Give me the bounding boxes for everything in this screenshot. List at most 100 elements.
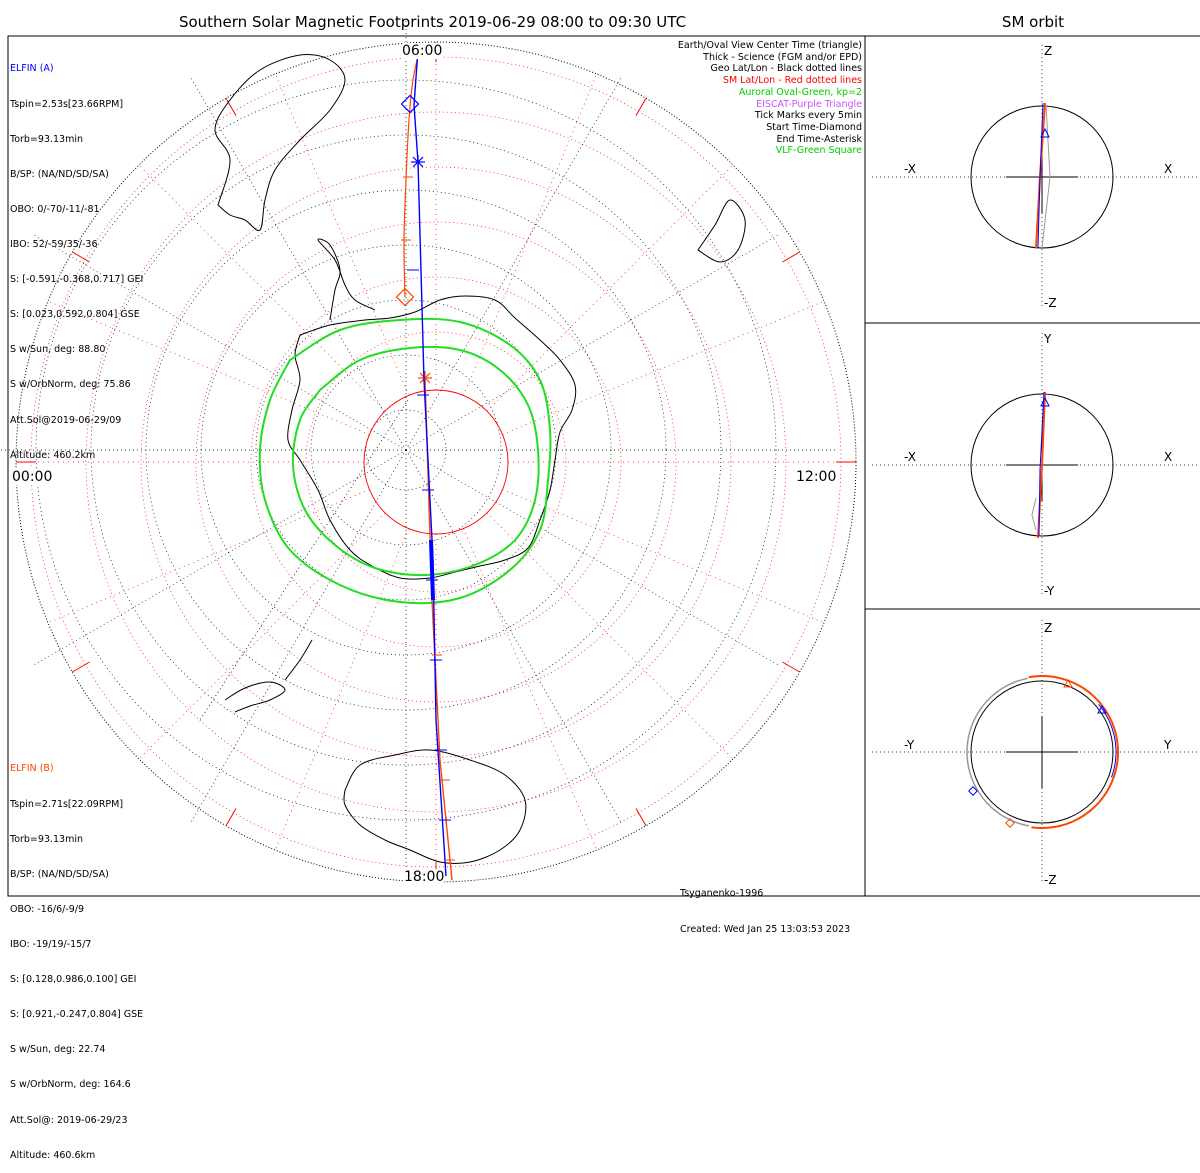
elfin-b-line: B/SP: (NA/ND/SD/SA) <box>10 868 109 880</box>
orbit-panels <box>872 45 1198 884</box>
footprint-figure <box>0 20 1200 897</box>
sm-tick <box>782 661 800 673</box>
elfin-a-line: B/SP: (NA/ND/SD/SA) <box>10 168 109 180</box>
elfin-b-line: OBO: -16/6/-9/9 <box>10 903 85 915</box>
geo-latitude-circle <box>310 354 502 546</box>
elfin-a-start-diamond <box>400 94 420 114</box>
sm-latitude-circle <box>305 331 567 593</box>
sm-meridian <box>138 164 386 412</box>
sm-meridian <box>138 512 386 760</box>
panel3-label-bottom: -Z <box>1044 873 1057 887</box>
p3-orbit-b <box>1028 675 1119 829</box>
elfin-a-line: IBO: 52/-59/35/-36 <box>10 238 98 250</box>
p3-orbit-a <box>1098 704 1117 778</box>
polar-map <box>0 20 857 883</box>
p2-triangle <box>1040 396 1050 407</box>
elfin-a-line: Altitude: 460.2km <box>10 449 96 461</box>
elfin-a-end-asterisk <box>411 155 425 169</box>
elfin-b-line: Att.Sol@: 2019-06-29/23 <box>10 1114 128 1126</box>
legend-item: Earth/Oval View Center Time (triangle) <box>677 40 862 51</box>
elfin-b-line: S w/Sun, deg: 22.74 <box>10 1044 106 1056</box>
legend-item: EISCAT-Purple Triangle <box>756 98 862 110</box>
orbit-panel-1 <box>872 45 1198 309</box>
p3-diamond-b <box>1005 818 1015 828</box>
model-name: Tsyganenko-1996 <box>680 888 764 900</box>
time-label-right: 12:00 <box>796 469 837 485</box>
time-label-top: 06:00 <box>402 43 443 59</box>
geo-meridian <box>405 234 779 451</box>
orbit-panel-2 <box>872 333 1198 597</box>
p2-orbit-a <box>1038 391 1045 537</box>
orbit-panel-3 <box>872 620 1198 884</box>
legend-item: VLF-Green Square <box>775 145 862 157</box>
elfin-a-line: S w/Sun, deg: 88.80 <box>10 344 106 356</box>
legend-item: End Time-Asterisk <box>776 133 862 145</box>
sm-tick <box>72 251 90 263</box>
orbit-title: SM orbit <box>1001 13 1065 31</box>
sm-meridian <box>463 73 598 396</box>
elfin-a-info: ELFIN (A) Tspin=2.53s[23.66RPM] Torb=93.… <box>10 40 143 473</box>
elfin-b-track-upper <box>403 47 421 298</box>
geo-meridian <box>405 77 622 451</box>
sm-meridian <box>502 489 825 624</box>
elfin-a-line: OBO: 0/-70/-11/-81 <box>10 203 100 215</box>
panel1-label-top: Z <box>1044 44 1053 58</box>
elfin-a-track <box>413 49 447 877</box>
sm-meridian <box>502 300 825 435</box>
p1-triangle <box>1040 127 1050 138</box>
geo-meridian <box>33 449 407 666</box>
legend-item: SM Lat/Lon - Red dotted lines <box>722 75 862 87</box>
panel3-label-right: Y <box>1164 738 1172 752</box>
map-frame <box>7 35 866 897</box>
elfin-b-line: Torb=93.13min <box>10 833 84 845</box>
elfin-a-line: Torb=93.13min <box>10 133 84 145</box>
geo-meridian <box>190 77 407 451</box>
sm-pole-circle <box>363 389 509 535</box>
asterisk-stroke <box>412 156 424 168</box>
p1-orbit-a <box>1037 102 1044 249</box>
elfin-a-line: S: [0.023,0.592,0.804] GSE <box>10 309 140 321</box>
elfin-a-line: S w/OrbNorm, deg: 75.86 <box>10 379 131 391</box>
main-title: Southern Solar Magnetic Footprints 2019-… <box>178 13 687 31</box>
antarctica-coastline <box>287 295 577 580</box>
sm-meridian <box>486 512 734 760</box>
panel1-label-right: X <box>1164 162 1173 176</box>
legend-item: Auroral Oval-Green, kp=2 <box>738 86 862 98</box>
sm-tick <box>225 808 237 826</box>
sm-latitude-circle <box>140 166 732 758</box>
legend: Earth/Oval View Center Time (triangle) T… <box>678 40 862 157</box>
australia-coastline <box>343 749 527 864</box>
sm-meridian <box>463 528 598 851</box>
panel2-label-right: X <box>1164 450 1173 464</box>
panel1-label-left: -X <box>904 162 916 176</box>
time-label-bottom: 18:00 <box>404 869 445 885</box>
peninsula-coastline <box>317 238 376 321</box>
elfin-b-end-asterisk <box>418 371 432 385</box>
p2-orbit-gray <box>1031 497 1037 531</box>
elfin-b-info: ELFIN (B) Tspin=2.71s[22.09RPM] Torb=93.… <box>10 740 143 1173</box>
sm-tick <box>72 661 90 673</box>
sm-tick <box>635 808 647 826</box>
sm-latitude-circle <box>30 56 842 868</box>
elfin-a-line: Att.Sol@2019-06-29/09 <box>10 414 122 426</box>
p3-triangle-b <box>1063 678 1073 688</box>
geo-meridian <box>405 449 622 823</box>
elfin-b-start-diamond <box>395 287 415 307</box>
elfin-a-line: Tspin=2.53s[23.66RPM] <box>10 98 124 110</box>
p1-orbit-gray <box>1041 104 1051 249</box>
elfin-b-line: S w/OrbNorm, deg: 164.6 <box>10 1079 131 1091</box>
panel1-label-bottom: -Z <box>1044 296 1057 310</box>
sm-meridian <box>274 528 409 851</box>
legend-item: Thick - Science (FGM and/or EPD) <box>703 51 862 63</box>
p3-orbit-gray <box>966 677 1030 827</box>
elfin-b-line: Altitude: 460.6km <box>10 1149 96 1161</box>
credits: Tsyganenko-1996 Created: Wed Jan 25 13:0… <box>680 865 850 947</box>
elfin-b-name: ELFIN (B) <box>10 763 54 775</box>
elfin-a-science-segment <box>429 539 435 601</box>
panel2-label-top: Y <box>1044 332 1052 346</box>
sm-meridian <box>486 164 734 412</box>
sm-tick <box>782 251 800 263</box>
sm-meridian <box>47 300 370 435</box>
earth-circle <box>970 393 1114 537</box>
sm-latitude-circle <box>363 389 509 535</box>
